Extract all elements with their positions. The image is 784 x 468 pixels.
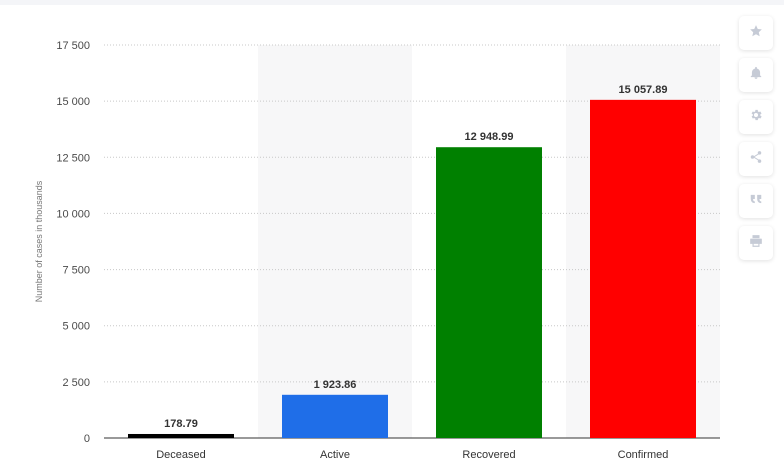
quote-icon xyxy=(749,192,763,211)
notification-button[interactable] xyxy=(739,58,773,92)
print-icon xyxy=(749,234,763,253)
y-tick-label: 10 000 xyxy=(56,208,90,220)
data-label: 15 057.89 xyxy=(619,84,668,96)
data-label: 178.79 xyxy=(164,418,198,430)
y-tick-label: 2 500 xyxy=(62,377,90,389)
top-strip xyxy=(0,0,784,5)
star-icon xyxy=(749,24,763,43)
share-button[interactable] xyxy=(739,142,773,176)
bar-active xyxy=(282,394,388,438)
cite-button[interactable] xyxy=(739,184,773,218)
x-tick-label: Active xyxy=(320,449,350,461)
x-tick-label: Recovered xyxy=(462,449,515,461)
y-tick-label: 15 000 xyxy=(56,96,90,108)
y-tick-label: 12 500 xyxy=(56,152,90,164)
x-tick-label: Deceased xyxy=(156,449,206,461)
chart-toolbar xyxy=(739,16,773,260)
data-label: 1 923.86 xyxy=(314,379,357,391)
data-label: 12 948.99 xyxy=(465,131,514,143)
print-button[interactable] xyxy=(739,226,773,260)
bar-confirmed xyxy=(590,99,696,439)
x-tick-label: Confirmed xyxy=(618,449,669,461)
favorite-button[interactable] xyxy=(739,16,773,50)
y-axis-title: Number of cases in thousands xyxy=(34,180,44,302)
settings-button[interactable] xyxy=(739,100,773,134)
y-tick-label: 17 500 xyxy=(56,40,90,52)
bell-icon xyxy=(749,66,763,85)
bar-recovered xyxy=(436,147,542,438)
y-tick-label: 0 xyxy=(84,433,90,445)
y-tick-label: 7 500 xyxy=(62,265,90,277)
share-icon xyxy=(749,150,763,169)
category-band xyxy=(258,45,412,438)
y-tick-label: 5 000 xyxy=(62,321,90,333)
bar-deceased xyxy=(128,433,234,438)
gear-icon xyxy=(749,108,763,127)
